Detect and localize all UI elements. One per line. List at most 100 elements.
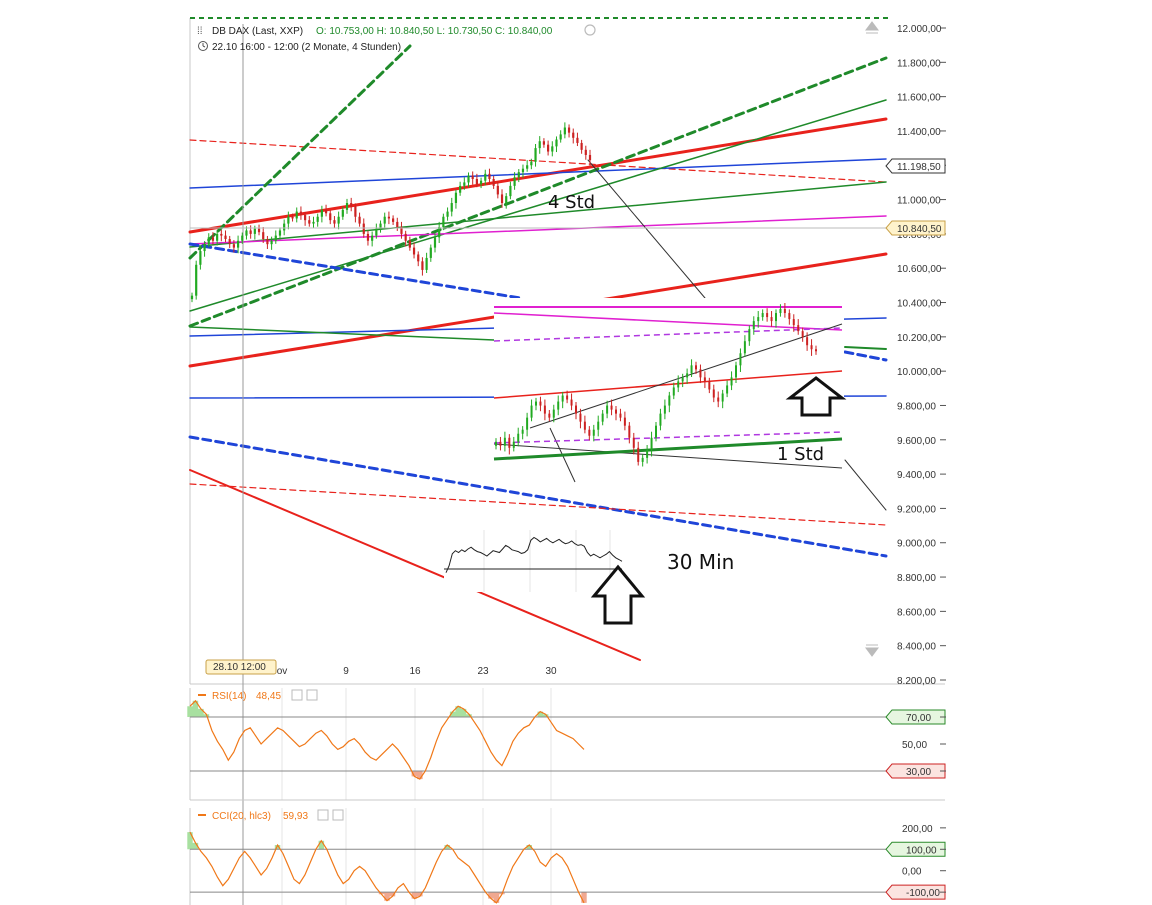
candle-body (190, 295, 194, 300)
candle-body (375, 228, 378, 236)
candle-body (475, 178, 478, 185)
candle-body (530, 405, 533, 418)
candle-body (766, 313, 769, 318)
candle-body (387, 216, 391, 219)
candle-body (509, 185, 512, 197)
osc-level-label: -100,00 (906, 888, 940, 899)
candle-body (508, 437, 511, 448)
scroll-up-icon[interactable] (865, 21, 879, 34)
cci-close-icon[interactable] (332, 809, 344, 821)
candle-body (408, 240, 411, 248)
candle-body (291, 216, 294, 219)
label-30-min: 30 Min (667, 550, 734, 574)
scroll-down-icon[interactable] (865, 644, 879, 657)
candle-body (287, 216, 290, 224)
candle-body (467, 175, 470, 183)
candle-body (637, 447, 640, 462)
inset-magenta-line-2 (493, 312, 843, 331)
candle-body (224, 235, 227, 240)
candle-body (396, 221, 399, 228)
candle-body (570, 399, 573, 406)
candle-body (512, 441, 515, 448)
main-candles (190, 122, 592, 303)
instrument-name: DB DAX (Last, XXP) (212, 26, 303, 37)
candle-body (681, 377, 684, 382)
rsi-settings-icon[interactable] (291, 689, 303, 701)
candle-body (726, 385, 729, 394)
candle-body (757, 317, 760, 322)
inset-30-min (444, 530, 624, 592)
crosshair-date: 28.10 12:00 (213, 662, 266, 673)
inset-black-channel-lower (493, 443, 843, 469)
cci-value: 59,93 (283, 811, 308, 822)
candle-body (446, 211, 449, 217)
candle-body (606, 405, 609, 414)
candle-body (535, 401, 537, 406)
candle-body (530, 161, 533, 166)
time-tick-label: 23 (477, 666, 489, 677)
ohlc-values: O: 10.753,00 H: 10.840,50 L: 10.730,50 C… (316, 26, 553, 37)
candle-body (588, 429, 591, 436)
red-dashed-line-lower (189, 483, 887, 526)
up-arrow-30-min (590, 564, 646, 625)
candle-body (228, 239, 231, 245)
candle-body (299, 211, 303, 216)
candle-body (341, 209, 344, 217)
price-axis: 12.000,0011.800,0011.600,0011.400,0011.2… (897, 24, 946, 687)
price-mark-last-label: 11.198,50 (897, 162, 941, 173)
rsi-close-icon[interactable] (306, 689, 318, 701)
candle-body (788, 313, 791, 320)
candle-body (400, 227, 403, 234)
candle-body (735, 365, 737, 378)
candle-body (454, 192, 458, 204)
crosshair-date-tag: 28.10 12:00 (205, 659, 277, 675)
green-line-flat-end (844, 346, 887, 350)
price-tick-label: 10.000,00 (897, 367, 942, 378)
inset-red-line (493, 370, 843, 399)
cci-panel: 200,00 100,00 0,00 -100,00 CCI(20, hlc3) 59… (187, 808, 946, 905)
candle-body (253, 228, 256, 234)
green-line-flat (189, 326, 495, 341)
candle-body (304, 215, 307, 221)
drag-handle-icon[interactable]: ⁞⁞ (197, 26, 203, 37)
candle-body (513, 177, 516, 186)
inset-green-line (493, 437, 843, 461)
candle-body (383, 216, 386, 224)
candle-body (324, 209, 328, 214)
rsi-label: RSI(14) (212, 691, 246, 702)
candle-body (308, 220, 311, 224)
candle-body (601, 413, 604, 422)
candle-body (801, 331, 804, 338)
candle-body (429, 247, 432, 258)
cci-settings-icon[interactable] (317, 809, 329, 821)
candle-body (283, 223, 286, 231)
red-trendline-upper (188, 117, 888, 234)
candle-body (575, 405, 577, 414)
candle-body (775, 313, 777, 322)
candle-body (220, 233, 223, 236)
up-arrow-1-std (785, 376, 847, 417)
cci-line (189, 831, 585, 904)
green-trendline-steep (189, 99, 887, 312)
candle-body (721, 393, 724, 402)
candle-body (488, 173, 491, 179)
candle-body (358, 216, 361, 224)
candle-body (552, 409, 555, 418)
candle-body (371, 235, 374, 241)
candle-body (623, 417, 626, 426)
candle-body (425, 257, 428, 270)
price-tick-label: 11.400,00 (897, 127, 941, 138)
rsi-levels: 70,00 50,00 30,00 (190, 709, 946, 779)
candle-body (354, 206, 357, 217)
candle-body (730, 377, 733, 386)
candle-body (232, 244, 235, 248)
candle-body (471, 175, 474, 179)
chart-header: ⁞⁞ DB DAX (Last, XXP) O: 10.753,00 H: 10… (197, 21, 879, 657)
candle-body (211, 237, 215, 241)
settings-icon[interactable] (584, 24, 596, 36)
candle-body (412, 247, 416, 255)
rsi-value: 48,45 (256, 691, 281, 702)
rsi-overbought-fill (187, 700, 549, 717)
candle-body (316, 216, 319, 222)
blue-dashed-line-lower (188, 435, 888, 558)
